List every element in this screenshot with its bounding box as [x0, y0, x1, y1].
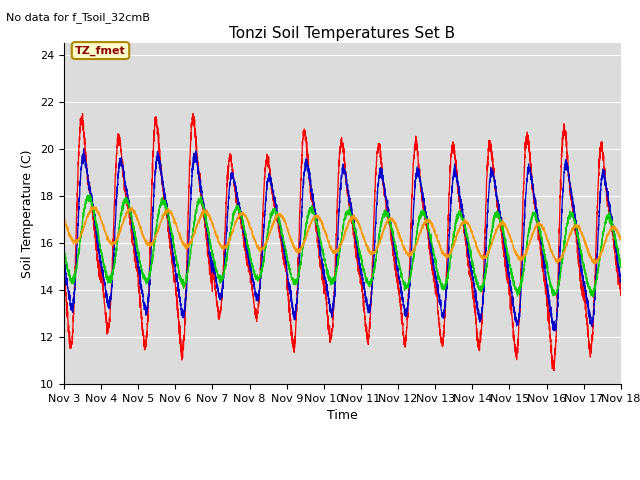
Line: -2cm: -2cm: [64, 114, 621, 371]
-8cm: [322, 264, 330, 269]
-16cm: [90, 204, 98, 210]
-2cm: [499, 239, 507, 245]
-4cm: [60, 260, 68, 265]
-4cm: [616, 279, 624, 285]
Title: Tonzi Soil Temperatures Set B: Tonzi Soil Temperatures Set B: [229, 25, 456, 41]
-8cm: [436, 277, 444, 283]
-2cm: [60, 270, 68, 276]
-8cm: [616, 264, 624, 269]
Line: -16cm: -16cm: [64, 207, 621, 264]
-16cm: [161, 212, 168, 218]
-16cm: [499, 220, 507, 226]
-4cm: [436, 299, 444, 305]
-4cm: [80, 146, 88, 152]
-2cm: [550, 368, 558, 373]
Line: -8cm: -8cm: [64, 195, 621, 297]
-8cm: [617, 264, 625, 269]
-8cm: [467, 255, 475, 261]
-16cm: [467, 229, 475, 235]
-16cm: [616, 237, 624, 242]
Text: TZ_fmet: TZ_fmet: [75, 46, 126, 56]
-8cm: [589, 294, 596, 300]
-4cm: [617, 277, 625, 283]
-4cm: [161, 188, 168, 194]
-2cm: [322, 291, 330, 297]
-4cm: [551, 328, 559, 334]
-2cm: [189, 111, 197, 117]
-2cm: [160, 192, 168, 198]
-8cm: [161, 198, 168, 204]
-4cm: [499, 231, 507, 237]
-16cm: [322, 230, 330, 236]
Line: -4cm: -4cm: [64, 149, 621, 331]
-2cm: [617, 290, 625, 296]
-16cm: [617, 236, 625, 241]
X-axis label: Time: Time: [327, 409, 358, 422]
-16cm: [436, 243, 444, 249]
-8cm: [86, 192, 94, 198]
Y-axis label: Soil Temperature (C): Soil Temperature (C): [22, 149, 35, 278]
-2cm: [616, 287, 624, 293]
-8cm: [499, 223, 507, 229]
-4cm: [467, 263, 475, 269]
-8cm: [60, 249, 68, 255]
Text: No data for f_Tsoil_32cmB: No data for f_Tsoil_32cmB: [6, 12, 150, 23]
-16cm: [60, 218, 68, 224]
-16cm: [590, 261, 598, 266]
-4cm: [322, 281, 330, 287]
-2cm: [467, 277, 475, 283]
-2cm: [436, 328, 444, 334]
